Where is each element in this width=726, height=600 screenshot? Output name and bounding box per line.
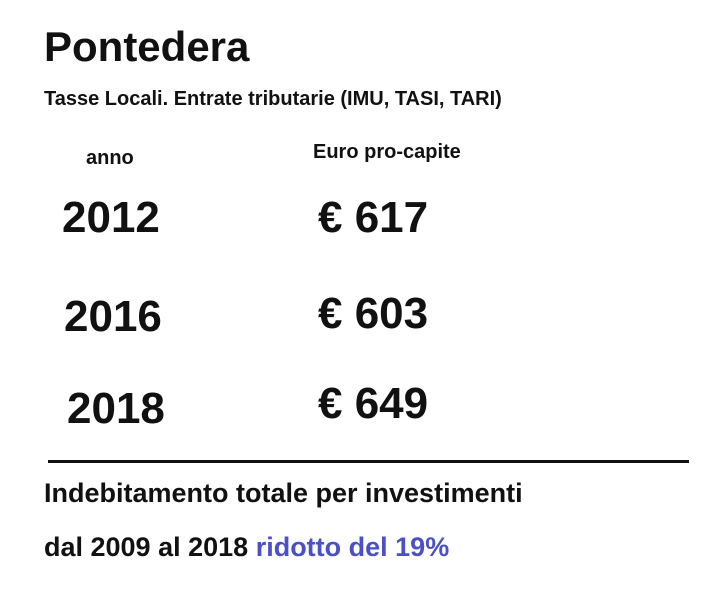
- divider: [48, 460, 689, 463]
- footer-line: Indebitamento totale per investimenti: [44, 478, 523, 508]
- subtitle: Tasse Locali. Entrate tributarie (IMU, T…: [44, 88, 502, 110]
- value: € 603: [318, 289, 429, 338]
- value: € 649: [318, 379, 429, 428]
- column-header: anno: [86, 147, 134, 169]
- value: € 617: [318, 193, 429, 242]
- title: Pontedera: [44, 23, 250, 70]
- year: 2012: [62, 193, 160, 242]
- year: 2016: [64, 292, 162, 341]
- footer-line: dal 2009 al 2018 ridotto del 19%: [44, 534, 449, 561]
- year: 2018: [67, 384, 165, 433]
- footer-text: dal 2009 al 2018: [44, 532, 249, 562]
- footer-highlight: ridotto del 19%: [255, 532, 450, 562]
- column-header: Euro pro-capite: [313, 141, 461, 163]
